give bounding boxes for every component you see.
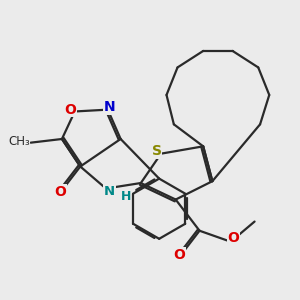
Text: S: S bbox=[152, 144, 162, 158]
Text: CH₃: CH₃ bbox=[8, 135, 30, 148]
Text: H: H bbox=[121, 190, 131, 203]
Text: N: N bbox=[104, 185, 115, 198]
Text: O: O bbox=[54, 185, 66, 199]
Text: N: N bbox=[104, 100, 116, 114]
Text: O: O bbox=[64, 103, 76, 117]
Text: O: O bbox=[228, 231, 240, 245]
Text: O: O bbox=[173, 248, 185, 262]
